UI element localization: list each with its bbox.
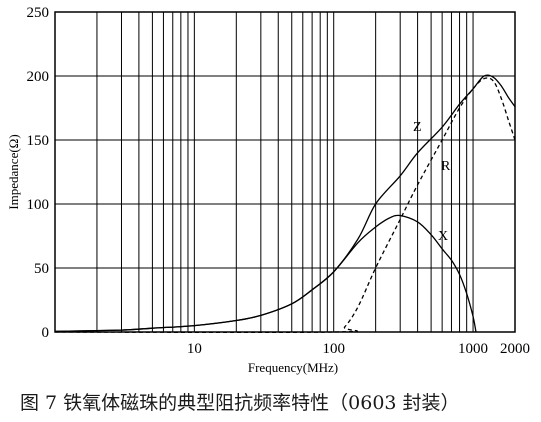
x-tick-label: 2000 (500, 341, 530, 357)
y-tick-labels: 0 50 100 150 200 250 (27, 5, 50, 341)
y-tick-label: 200 (27, 69, 50, 85)
y-tick-label: 50 (34, 261, 49, 277)
x-tick-label: 100 (322, 341, 345, 357)
grid-lines (54, 11, 516, 333)
curve-label-r: R (441, 159, 451, 174)
y-tick-label: 0 (42, 325, 50, 341)
series-layer (54, 74, 516, 334)
plot-frame (54, 11, 516, 333)
curve-label-x: X (438, 229, 448, 244)
x-axis-title: Frequency(MHz) (248, 360, 338, 375)
figure-caption: 图 7 铁氧体磁珠的典型阻抗频率特性（0603 封装） (20, 392, 460, 414)
series-z-line (54, 74, 516, 333)
curve-label-z: Z (413, 120, 422, 135)
x-tick-label: 10 (187, 341, 202, 357)
y-tick-label: 150 (27, 133, 50, 149)
y-tick-label: 250 (27, 5, 50, 21)
series-x-line (54, 214, 477, 333)
impedance-chart: 0 50 100 150 200 250 10 100 1000 2000 Frequency(… (6, 5, 530, 375)
y-axis-title: Impedance(Ω) (6, 134, 21, 209)
x-tick-labels: 10 100 1000 2000 (187, 341, 530, 357)
y-tick-label: 100 (27, 197, 50, 213)
x-tick-label: 1000 (458, 341, 488, 357)
series-r-line (54, 77, 516, 334)
